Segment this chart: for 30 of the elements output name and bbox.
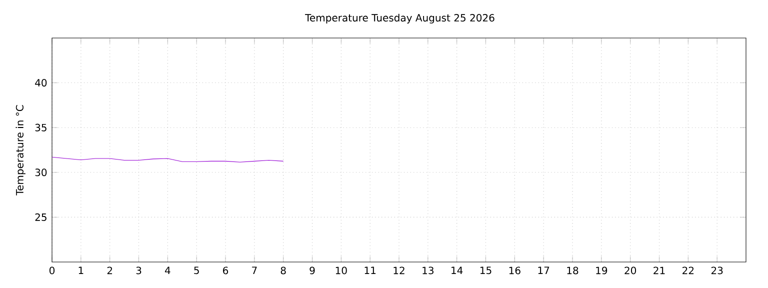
x-tick-label: 8: [280, 266, 286, 274]
chart-title: Temperature Tuesday August 25 2026: [305, 14, 494, 24]
x-tick-label: 10: [336, 266, 347, 274]
x-tick-label: 2: [107, 266, 112, 274]
y-axis-title: Temperature in °C: [16, 105, 26, 196]
x-tick-label: 23: [711, 266, 723, 274]
y-tick-label: 40: [35, 79, 47, 87]
x-tick-label: 1: [78, 266, 84, 274]
x-tick-label: 4: [164, 266, 170, 274]
y-tick-label: 30: [35, 168, 47, 176]
x-tick-label: 3: [136, 266, 142, 274]
x-tick-label: 11: [364, 266, 376, 274]
y-tick-label: 25: [35, 213, 46, 221]
x-tick-label: 9: [310, 266, 315, 274]
x-tick-label: 18: [567, 266, 578, 274]
x-tick-label: 7: [252, 266, 257, 274]
x-tick-label: 22: [682, 266, 694, 274]
x-tick-label: 20: [624, 266, 636, 274]
x-tick-label: 15: [480, 266, 492, 274]
x-tick-label: 5: [194, 266, 199, 274]
x-tick-label: 0: [50, 266, 55, 274]
x-tick-label: 12: [394, 266, 404, 274]
x-tick-label: 14: [452, 266, 463, 274]
x-tick-label: 19: [596, 266, 608, 274]
x-tick-label: 17: [538, 266, 550, 274]
x-tick-label: 16: [509, 266, 520, 274]
x-tick-label: 13: [422, 266, 434, 274]
y-tick-label: 35: [35, 124, 46, 132]
x-tick-label: 6: [223, 266, 228, 274]
x-tick-label: 21: [654, 266, 665, 274]
